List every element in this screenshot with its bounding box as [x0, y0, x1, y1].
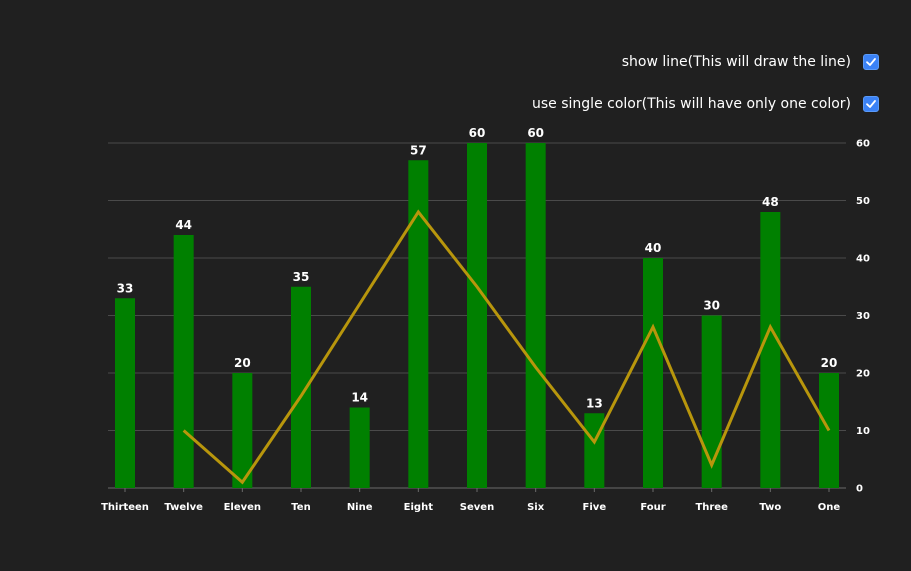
data-label: 60 — [469, 126, 486, 140]
bar — [291, 286, 311, 488]
series-line — [182, 209, 831, 485]
y-tick-label: 50 — [856, 196, 870, 207]
data-label: 14 — [351, 391, 368, 405]
data-label: 57 — [410, 143, 427, 157]
x-tick-label: Thirteen — [101, 502, 149, 513]
single-color-checkbox[interactable] — [863, 96, 879, 112]
x-tick-label: Six — [527, 502, 545, 513]
x-tick-label: One — [818, 502, 841, 513]
bar — [173, 235, 194, 488]
bar — [584, 413, 605, 488]
checkmark-icon — [866, 58, 876, 66]
x-tick-label: Twelve — [164, 502, 203, 513]
bar — [232, 373, 253, 488]
show-line-option[interactable]: show line(This will draw the line) — [622, 54, 879, 70]
x-tick-label: Eight — [404, 502, 434, 513]
x-tick-label: Nine — [347, 502, 373, 513]
y-tick-label: 40 — [856, 254, 870, 265]
x-tick-label: Eleven — [224, 502, 261, 513]
bar — [349, 407, 370, 488]
y-tick-label: 30 — [856, 311, 870, 322]
data-label: 48 — [762, 195, 779, 209]
x-tick-label: Five — [583, 502, 607, 513]
y-tick-label: 60 — [856, 139, 870, 150]
x-tick-label: Seven — [460, 502, 494, 513]
bar — [643, 258, 663, 488]
x-tick-label: Four — [640, 502, 665, 513]
data-label: 35 — [293, 270, 310, 284]
y-tick-label: 20 — [856, 369, 870, 380]
x-tick-label: Two — [759, 502, 781, 513]
checkmark-icon — [866, 100, 876, 108]
data-label: 30 — [703, 299, 720, 313]
data-label: 44 — [175, 218, 192, 232]
bar — [467, 143, 487, 488]
bar — [115, 298, 135, 488]
data-label: 20 — [234, 356, 251, 370]
data-label: 40 — [645, 241, 662, 255]
show-line-label: show line(This will draw the line) — [621, 54, 851, 70]
show-line-checkbox[interactable] — [863, 54, 879, 70]
bar — [701, 315, 722, 488]
data-label: 20 — [821, 356, 838, 370]
x-tick-label: Three — [695, 502, 728, 513]
single-color-option[interactable]: use single color(This will have only one… — [532, 96, 879, 112]
data-label: 13 — [586, 396, 603, 410]
y-tick-label: 0 — [856, 484, 863, 495]
y-tick-label: 10 — [856, 426, 870, 437]
bar — [760, 212, 781, 488]
bar — [525, 143, 546, 488]
single-color-label: use single color(This will have only one… — [532, 96, 851, 112]
data-label: 33 — [117, 281, 134, 295]
bar — [408, 160, 429, 488]
data-label: 60 — [527, 126, 544, 140]
x-tick-label: Ten — [291, 502, 310, 513]
